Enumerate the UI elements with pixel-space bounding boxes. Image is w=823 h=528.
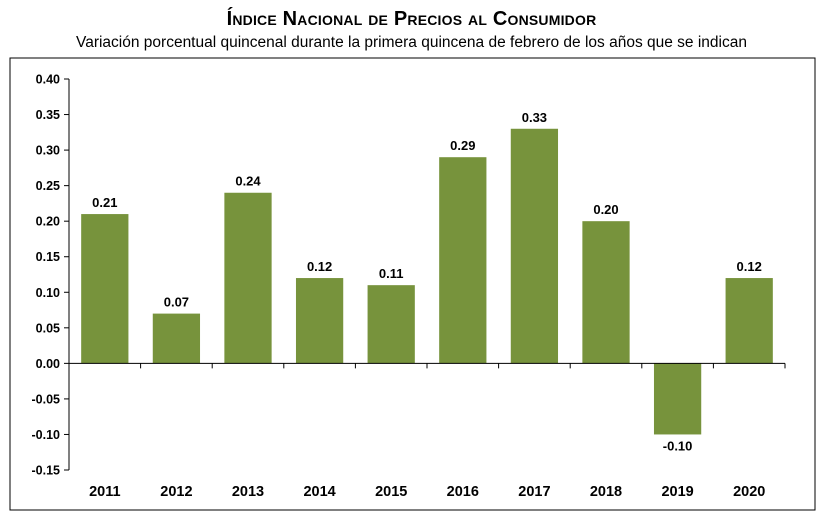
y-axis: 0.40 0.35 0.30 0.25 0.20 0.15 0.10 0.05 0.00 -0.0… (32, 73, 70, 478)
y-tick-label: -0.15 (32, 464, 61, 478)
bar (725, 278, 773, 364)
y-tick-label: 0.00 (36, 357, 60, 371)
data-label: 0.33 (522, 110, 547, 125)
bar (224, 192, 272, 364)
x-tick-label: 2012 (160, 484, 192, 500)
x-tick-label: 2019 (661, 484, 693, 500)
bar (582, 221, 630, 364)
data-label: 0.20 (593, 202, 618, 217)
data-label: 0.21 (92, 195, 117, 210)
data-label: 0.29 (450, 138, 475, 153)
bar (295, 278, 344, 364)
bar (367, 285, 415, 364)
data-label: 0.12 (307, 259, 332, 274)
y-tick-label: 0.40 (36, 73, 60, 87)
x-tick-label: 2016 (447, 484, 479, 500)
data-label: 0.12 (737, 259, 762, 274)
x-tick-label: 2018 (590, 484, 622, 500)
x-axis: 2011 2012 2013 2014 2015 2016 2017 2018 2019 2020 (68, 362, 786, 500)
data-label: -0.10 (663, 438, 693, 453)
bar (439, 157, 487, 364)
y-tick-label: 0.30 (36, 144, 60, 158)
x-tick-label: 2014 (303, 484, 335, 500)
bars: 0.21 0.07 0.24 0.12 0.11 0.29 0.33 0.20 -0.10 0.1… (81, 110, 773, 453)
y-tick-label: 0.25 (36, 179, 60, 193)
plot-frame (9, 57, 816, 511)
y-tick-label: 0.15 (36, 250, 60, 264)
y-tick-label: -0.05 (32, 392, 61, 406)
x-tick-label: 2013 (232, 484, 264, 500)
bar (81, 214, 129, 364)
data-label: 0.07 (164, 295, 189, 310)
y-tick-label: -0.10 (32, 428, 61, 442)
x-tick-label: 2015 (375, 484, 407, 500)
x-tick-label: 2011 (89, 484, 120, 500)
y-tick-label: 0.10 (36, 286, 60, 300)
chart-subtitle: Variación porcentual quincenal durante l… (76, 34, 747, 51)
y-tick-label: 0.35 (36, 108, 60, 122)
bar (510, 128, 559, 364)
y-tick-label: 0.05 (36, 321, 60, 335)
x-tick-label: 2017 (518, 484, 550, 500)
bar (653, 363, 702, 435)
y-tick-label: 0.20 (36, 215, 60, 229)
data-label: 0.24 (235, 174, 261, 189)
data-label: 0.11 (379, 266, 404, 281)
bar (152, 313, 201, 364)
chart-title: Índice Nacional de Precios al Consumidor (226, 8, 597, 30)
x-tick-label: 2020 (733, 484, 765, 500)
